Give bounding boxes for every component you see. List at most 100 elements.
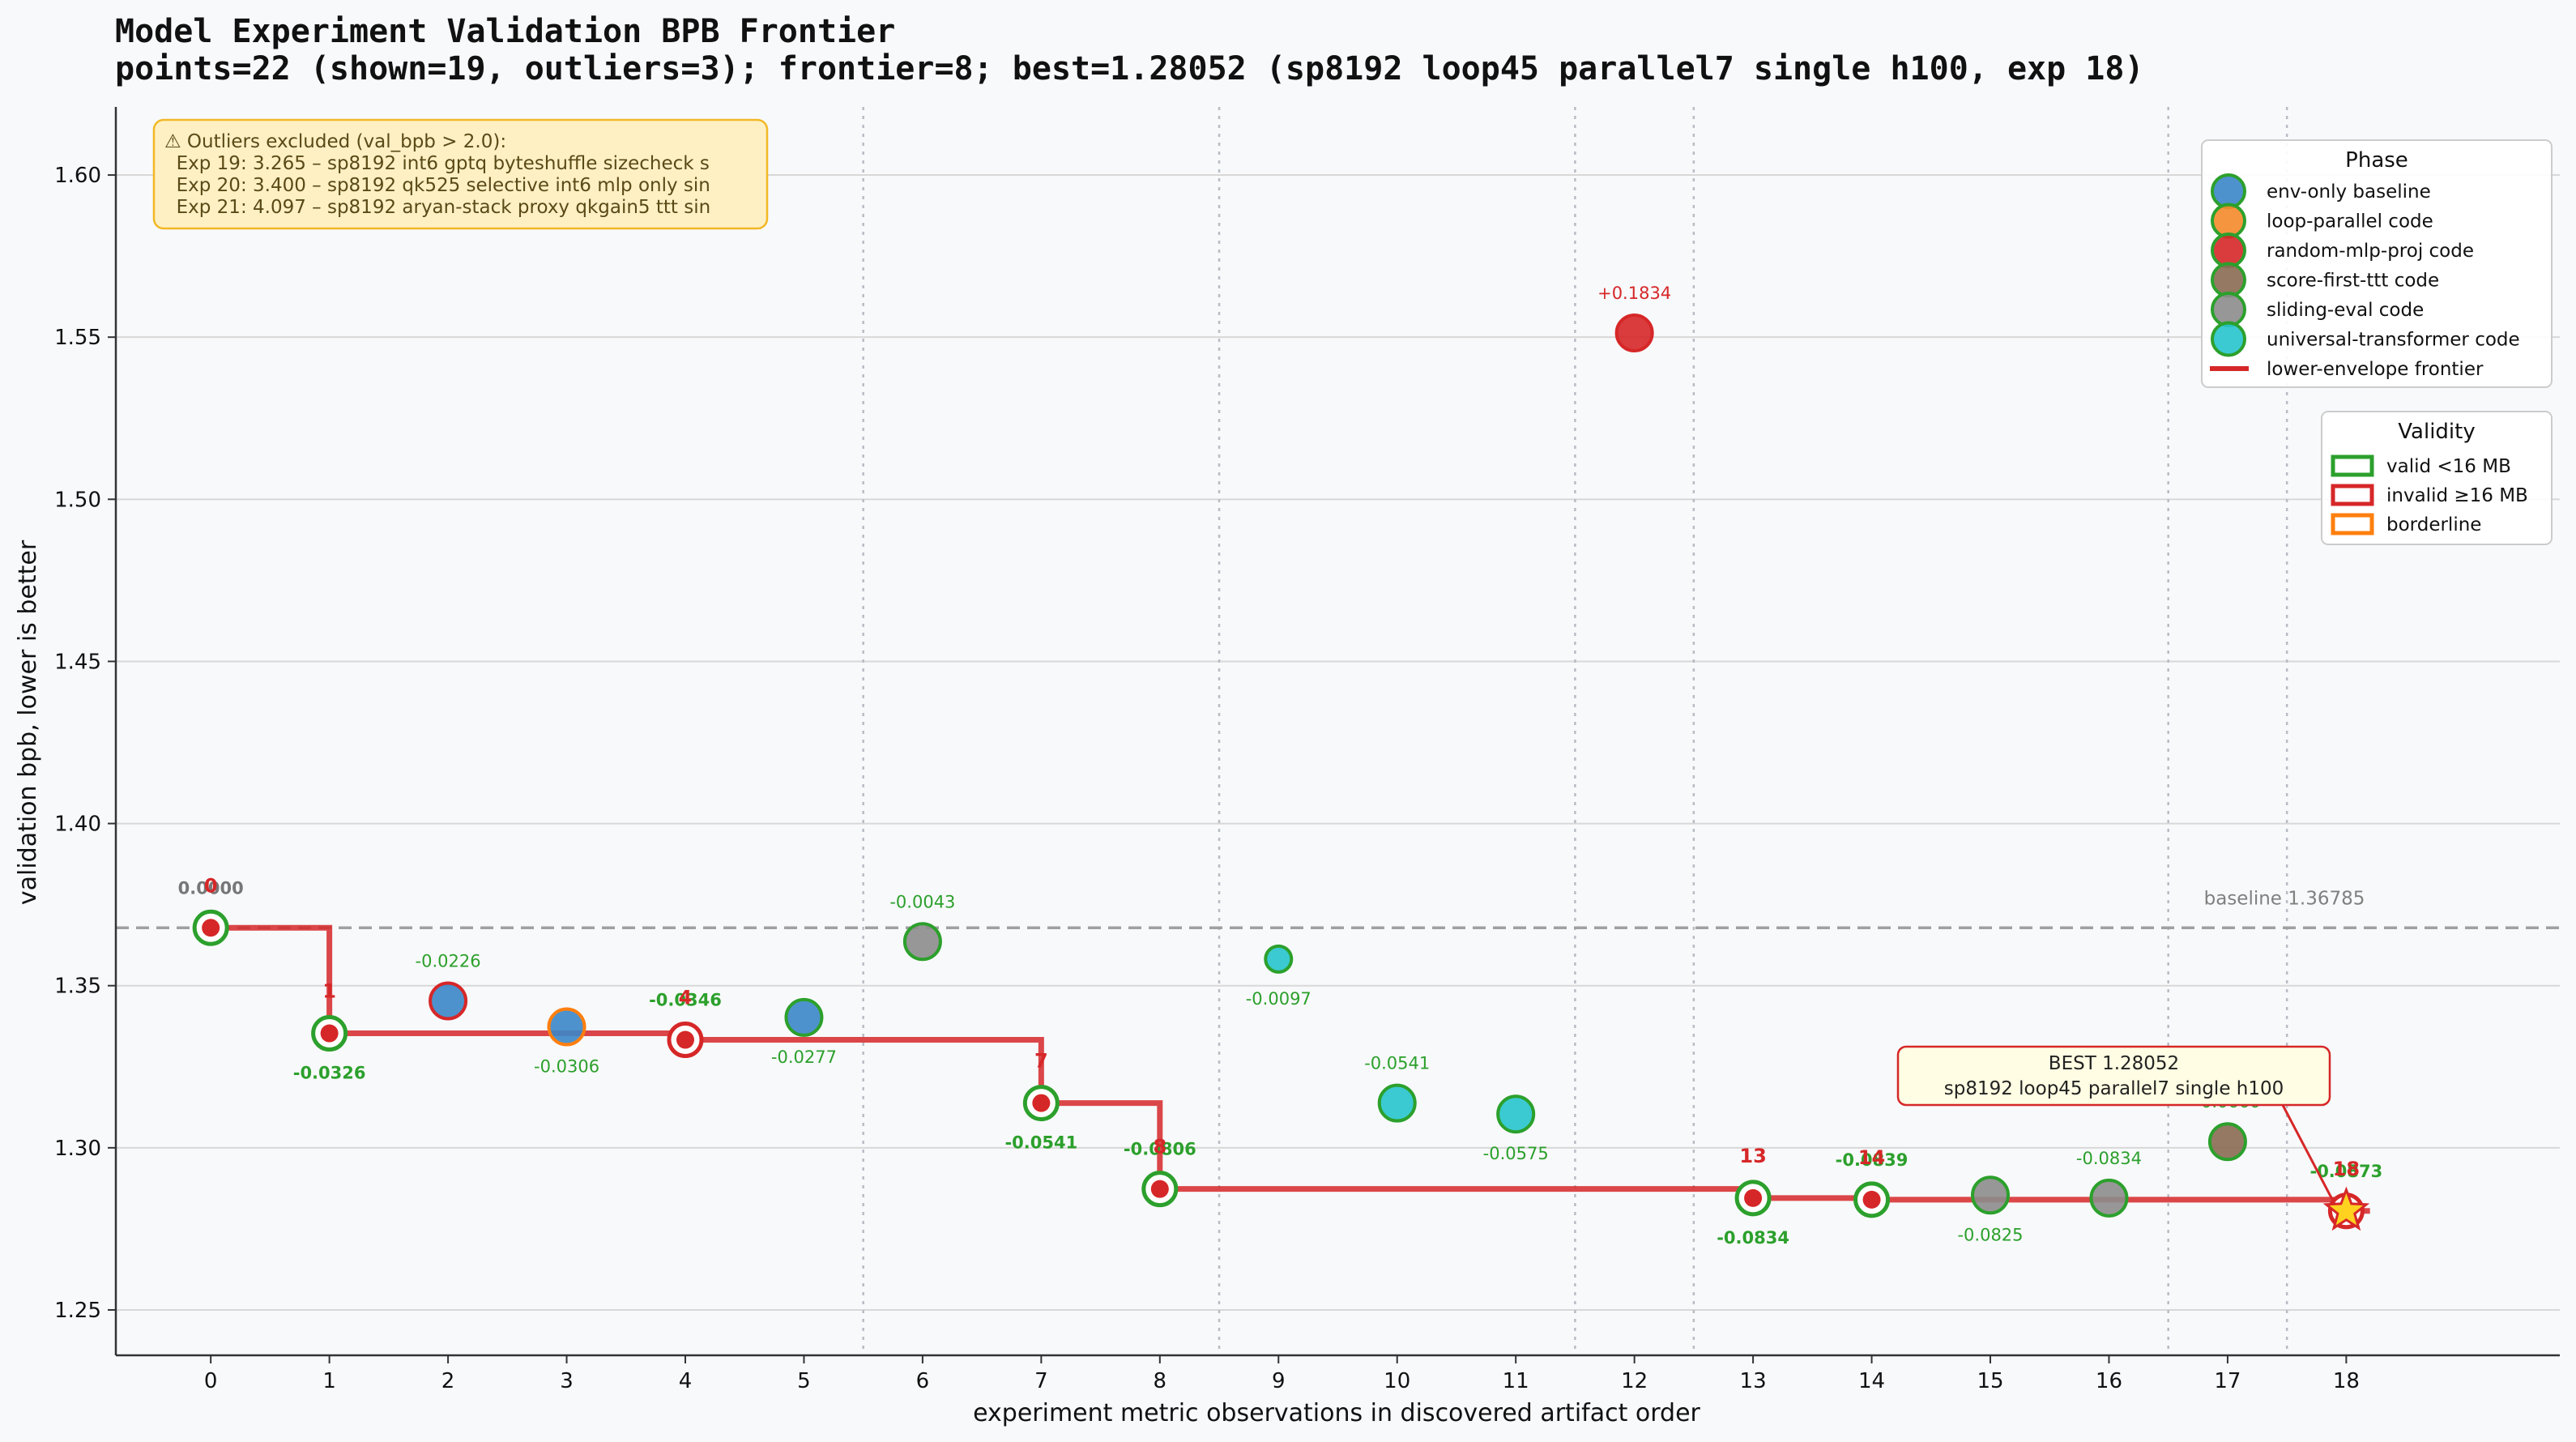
x-tick-label: 0	[204, 1369, 218, 1393]
data-point	[2089, 1178, 2129, 1218]
validity-legend-label: valid <16 MB	[2386, 456, 2511, 477]
x-tick-label: 4	[679, 1369, 693, 1393]
delta-label: -0.0541	[1004, 1133, 1077, 1153]
frontier-exp-label: 18	[2333, 1158, 2360, 1180]
delta-label: -0.0839	[1836, 1150, 1909, 1170]
chart-title: Model Experiment Validation BPB Frontier	[115, 13, 895, 50]
y-tick-label: 1.45	[54, 650, 101, 674]
validity-legend-label: borderline	[2386, 514, 2481, 535]
baseline-label: baseline 1.36785	[2204, 888, 2365, 909]
validity-legend-box	[2321, 411, 2553, 545]
delta-label: -0.0346	[649, 991, 722, 1010]
frontier-point-dot	[320, 1024, 339, 1043]
phase-legend-marker	[2211, 203, 2246, 239]
best-annotation-box	[1896, 1045, 2331, 1107]
validity-legend-title: Validity	[2398, 420, 2475, 444]
validity-legend-swatch	[2331, 484, 2374, 506]
frontier-exp-label: 14	[1858, 1146, 1885, 1169]
phase-legend-label: loop-parallel code	[2267, 211, 2433, 233]
x-tick-label: 14	[1858, 1369, 1885, 1393]
x-tick-label: 18	[2333, 1369, 2360, 1393]
phase-legend-title: Phase	[2345, 148, 2408, 173]
x-tick-label: 13	[1740, 1369, 1767, 1393]
frontier-exp-label: 1	[322, 980, 336, 1003]
frontier-point-dot	[676, 1030, 694, 1049]
data-point	[784, 997, 824, 1037]
phase-legend-label: random-mlp-proj code	[2267, 241, 2474, 262]
frontier-exp-label: 13	[1739, 1145, 1766, 1167]
delta-label: 0.0000	[178, 878, 244, 898]
x-tick-label: 3	[560, 1369, 574, 1393]
outlier-line: Exp 19: 3.265 – sp8192 int6 gptq byteshu…	[164, 153, 710, 174]
phase-legend-marker	[2211, 233, 2246, 268]
validity-legend-label: invalid ≥16 MB	[2386, 485, 2528, 506]
best-annotation-arrow	[2280, 1101, 2336, 1205]
data-point	[1971, 1175, 2011, 1215]
x-tick-label: 12	[1621, 1369, 1648, 1393]
x-tick-label: 15	[1977, 1369, 2003, 1393]
x-tick-label: 11	[1503, 1369, 1529, 1393]
phase-legend-label: score-first-ttt code	[2267, 271, 2439, 292]
data-point	[2207, 1122, 2247, 1162]
delta-label: +0.1834	[1597, 284, 1671, 303]
phase-legend-label: lower-envelope frontier	[2267, 359, 2484, 380]
x-tick-label: 10	[1384, 1369, 1410, 1393]
frontier-exp-label: 7	[1034, 1050, 1048, 1073]
phase-legend-label: env-only baseline	[2267, 181, 2431, 203]
data-point	[902, 922, 942, 962]
y-tick-label: 1.30	[54, 1137, 101, 1161]
x-tick-label: 9	[1272, 1369, 1286, 1393]
y-tick-label: 1.40	[54, 813, 101, 837]
outlier-box	[152, 118, 769, 230]
x-tick-label: 17	[2214, 1369, 2241, 1393]
phase-legend-marker	[2211, 321, 2246, 357]
data-point	[1377, 1083, 1417, 1123]
data-point	[1496, 1094, 1536, 1134]
delta-label: -0.0306	[534, 1057, 599, 1077]
delta-label: -0.0277	[771, 1047, 837, 1067]
x-tick-label: 1	[322, 1369, 336, 1393]
y-tick-label: 1.60	[54, 164, 101, 188]
x-tick-label: 5	[797, 1369, 811, 1393]
delta-label: -0.0575	[1483, 1144, 1549, 1163]
delta-label: -0.0326	[293, 1064, 366, 1083]
best-annotation-line2: sp8192 loop45 parallel7 single h100	[1944, 1078, 2284, 1099]
outlier-line: Exp 20: 3.400 – sp8192 qk525 selective i…	[164, 175, 710, 196]
plot-area: 1.251.301.351.401.451.501.551.600 1 2 3 4 5 6 7…	[54, 107, 2560, 1393]
delta-label: -0.0097	[1246, 989, 1311, 1009]
frontier-exp-label: 8	[1153, 1136, 1166, 1158]
x-axis-label: experiment metric observations in discov…	[973, 1399, 1700, 1427]
delta-label: -0.0226	[416, 952, 481, 971]
best-star-icon	[2322, 1186, 2370, 1231]
chart-subtitle: points=22 (shown=19, outliers=3); fronti…	[115, 50, 2144, 87]
y-tick-label: 1.35	[54, 975, 101, 999]
phase-legend-marker	[2211, 262, 2246, 298]
x-tick-label: 8	[1154, 1369, 1167, 1393]
frontier-point-dot	[1032, 1094, 1051, 1112]
delta-label: -0.0043	[889, 892, 955, 911]
data-point	[547, 1007, 586, 1047]
x-tick-label: 6	[916, 1369, 930, 1393]
validity-legend-swatch	[2331, 513, 2374, 535]
frontier-point-dot	[1744, 1188, 1763, 1207]
data-point	[1614, 313, 1654, 352]
x-tick-label: 2	[441, 1369, 455, 1393]
delta-label: -0.0825	[1957, 1225, 2023, 1244]
validity-legend-swatch	[2331, 454, 2374, 477]
y-tick-label: 1.55	[54, 326, 101, 350]
delta-label: -0.0834	[1717, 1228, 1789, 1248]
delta-label: -0.0541	[1364, 1054, 1430, 1073]
frontier-point-dot	[1150, 1180, 1169, 1198]
outlier-line: ⚠ Outliers excluded (val_bpb > 2.0):	[164, 131, 506, 152]
best-annotation-line1: BEST 1.28052	[2049, 1053, 2179, 1074]
frontier-exp-label: 0	[204, 874, 218, 897]
delta-label: -0.0806	[1124, 1140, 1196, 1159]
frontier-point-dot	[202, 919, 220, 937]
frontier-exp-label: 4	[679, 987, 693, 1009]
phase-legend-label: universal-transformer code	[2267, 330, 2520, 351]
delta-label: -0.0834	[2076, 1149, 2142, 1168]
phase-legend-marker	[2211, 173, 2246, 209]
y-axis-label: validation bpb, lower is better	[14, 540, 42, 905]
x-tick-label: 7	[1034, 1369, 1048, 1393]
